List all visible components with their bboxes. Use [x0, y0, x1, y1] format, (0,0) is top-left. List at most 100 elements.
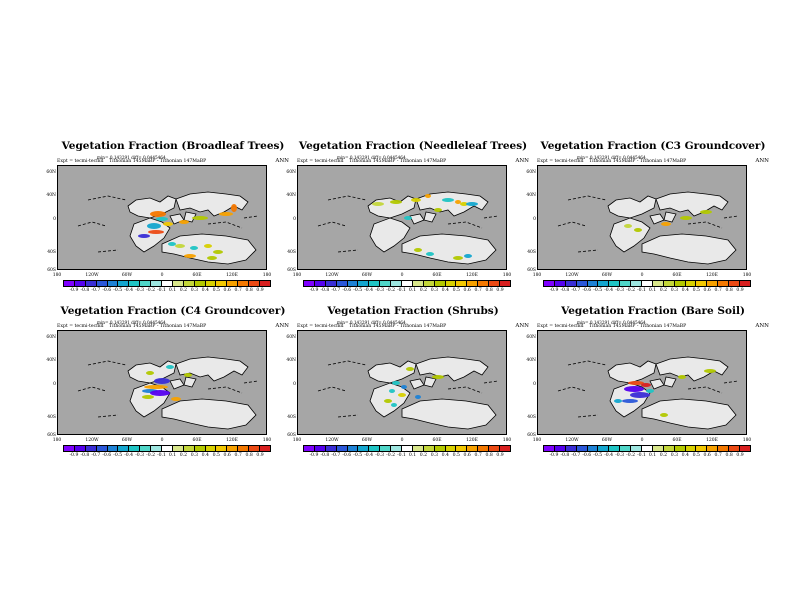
x-tick-label: 120E — [466, 438, 478, 443]
anomaly-patch — [641, 383, 651, 387]
colorbar-label: -0.6 — [342, 453, 352, 458]
colorbar-label: -0.5 — [113, 288, 123, 293]
colorbar-label: 0.9 — [496, 453, 504, 458]
colorbar-swatch — [412, 281, 424, 286]
colorbar-swatch — [685, 281, 697, 286]
colorbar-swatch — [631, 446, 643, 451]
colorbar-label: -0.7 — [571, 288, 581, 293]
y-tick-label: 60S — [527, 268, 536, 273]
panel-season: ANN — [755, 158, 769, 164]
colorbar-label: 0.1 — [168, 288, 177, 293]
y-tick-label: 40S — [287, 250, 296, 255]
anomaly-patch — [700, 210, 712, 214]
anomaly-patch — [163, 222, 173, 226]
colorbar-label: -0.3 — [375, 288, 385, 293]
colorbar-swatch — [456, 281, 468, 286]
colorbar-swatch — [663, 446, 675, 451]
land-mass — [409, 213, 425, 225]
anomaly-patch — [398, 393, 406, 397]
colorbar-label: -0.1 — [157, 288, 166, 293]
colorbar — [543, 280, 751, 287]
y-tick-label: 0 — [53, 217, 56, 222]
colorbar-label: -0.9 — [309, 288, 319, 293]
colorbar-swatch — [183, 446, 195, 451]
colorbar-swatch — [304, 281, 315, 286]
anomaly-patch — [634, 228, 642, 232]
colorbar-swatch — [565, 281, 577, 286]
land-mass — [169, 378, 185, 390]
panel-season: ANN — [755, 323, 769, 329]
anomaly-patch — [166, 365, 174, 369]
colorbar-label: 0.3 — [670, 288, 679, 293]
y-tick-label: 40S — [527, 250, 536, 255]
colorbar-label: -0.8 — [320, 288, 330, 293]
colorbar-swatch — [260, 446, 270, 451]
panel-season: ANN — [275, 158, 289, 164]
panel-experiment: Expt = tecmi-tecfkd — [297, 159, 344, 164]
anomaly-patch — [147, 223, 161, 229]
colorbar-swatch — [576, 446, 588, 451]
panel-season: ANN — [515, 158, 529, 164]
colorbar-label: -0.9 — [309, 453, 319, 458]
x-tick-label: 180 — [52, 273, 62, 278]
colorbar-label: 0.3 — [430, 453, 439, 458]
colorbar-swatch — [467, 446, 479, 451]
x-tick-label: 180 — [502, 273, 512, 278]
colorbar-swatch — [172, 446, 184, 451]
x-tick-label: 0 — [640, 438, 644, 443]
anomaly-patch — [168, 242, 176, 246]
anomaly-patch — [614, 399, 622, 403]
x-tick-label: 120W — [565, 438, 579, 443]
paleo-coastline — [687, 386, 723, 394]
colorbar-label: 0.4 — [681, 453, 689, 458]
colorbar-swatch — [456, 446, 468, 451]
anomaly-patch — [411, 198, 421, 202]
colorbar-label: -0.1 — [397, 453, 406, 458]
colorbar-labels: -0.9 -0.8 -0.7 -0.6 -0.5 -0.4 -0.3 -0.2 -0.1 0.1 0… — [303, 453, 511, 461]
colorbar-label: 0.9 — [736, 453, 744, 458]
y-tick-label: 60S — [47, 433, 56, 438]
colorbar-label: -0.7 — [91, 453, 101, 458]
colorbar-swatch — [205, 446, 217, 451]
colorbar-label: 0.6 — [223, 288, 231, 293]
anomaly-patch — [219, 212, 233, 216]
colorbar-label: -0.1 — [157, 453, 166, 458]
anomaly-patch — [144, 385, 168, 389]
colorbar-label: -0.3 — [615, 288, 625, 293]
colorbar-swatch — [489, 281, 501, 286]
panel-season: ANN — [275, 323, 289, 329]
panel-title: Vegetation Fraction (Shrubs) — [327, 305, 499, 317]
panel-period: Tithonian 145MaBP - Tithonian 147MaBP — [589, 159, 687, 164]
x-tick-label: 180 — [262, 273, 272, 278]
map-panel-c3-groundcover: Vegetation Fraction (C3 Groundcover) min… — [526, 140, 769, 315]
paleo-coastline — [317, 221, 347, 227]
colorbar-label: 0.2 — [179, 453, 188, 458]
anomaly-patch — [426, 252, 434, 256]
y-tick-label: 40N — [286, 358, 296, 363]
colorbar-swatch — [576, 281, 588, 286]
colorbar-swatch — [129, 446, 141, 451]
colorbar-swatch — [685, 446, 697, 451]
anomaly-patch — [646, 389, 654, 393]
x-tick-label: 0 — [640, 273, 644, 278]
y-tick-label: 0 — [293, 382, 296, 387]
y-tick-label: 40N — [46, 358, 56, 363]
x-tick-label: 120W — [85, 273, 99, 278]
colorbar-swatch — [674, 281, 686, 286]
colorbar-label: -0.2 — [386, 453, 396, 458]
colorbar-swatch — [391, 281, 403, 286]
y-tick-label: 60S — [287, 433, 296, 438]
anomaly-patch — [154, 378, 170, 384]
map-area — [537, 330, 747, 435]
x-tick-label: 180 — [292, 273, 302, 278]
x-tick-label: 60W — [121, 273, 133, 278]
anomaly-patch — [204, 244, 212, 248]
colorbar-label: -0.7 — [331, 288, 341, 293]
anomaly-patch — [661, 222, 671, 226]
anomaly-patch — [630, 392, 650, 398]
anomaly-patch — [392, 381, 400, 385]
x-tick-label: 0 — [160, 273, 164, 278]
land-mass — [649, 213, 665, 225]
x-tick-label: 120E — [706, 438, 718, 443]
land-mass — [367, 360, 417, 384]
